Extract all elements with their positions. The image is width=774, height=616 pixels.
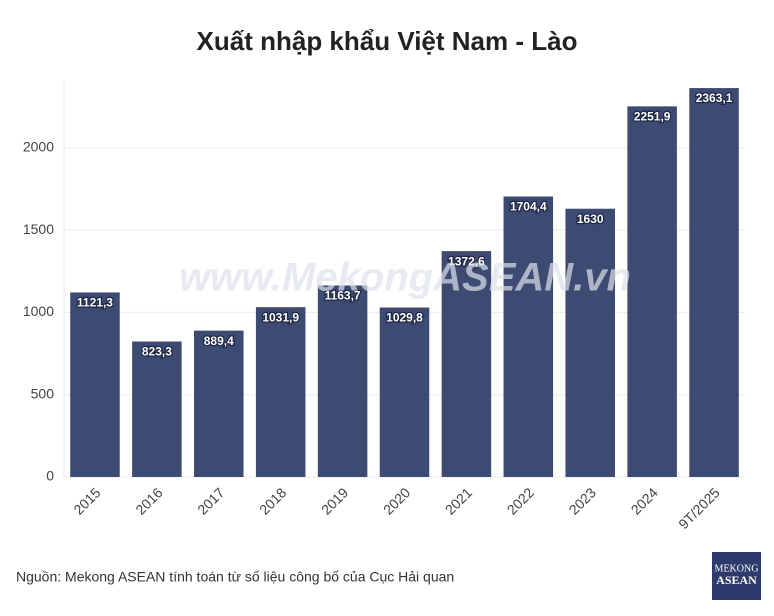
- y-tick-label: 0: [46, 468, 54, 484]
- y-tick-label: 500: [31, 385, 55, 401]
- value-label: 1163,7: [325, 289, 361, 303]
- value-label: 1029,8: [386, 311, 423, 325]
- source-note: Nguồn: Mekong ASEAN tính toán từ số liệu…: [16, 569, 454, 585]
- bar: [441, 251, 492, 477]
- bar: [317, 285, 368, 477]
- value-label: 2251,9: [634, 110, 671, 124]
- bar: [379, 307, 430, 477]
- chart-title: Xuất nhập khẩu Việt Nam - Lào: [197, 26, 578, 56]
- value-label: 823,3: [142, 345, 172, 359]
- bar: [565, 208, 615, 477]
- logo: [712, 552, 761, 600]
- value-label: 1121,3: [77, 296, 113, 310]
- value-label: 1704,4: [510, 200, 547, 214]
- value-label: 1031,9: [262, 310, 299, 324]
- y-tick-label: 1500: [23, 221, 54, 237]
- bar: [194, 330, 244, 477]
- value-label: 2363,1: [696, 91, 733, 105]
- bar: [689, 88, 739, 478]
- bar: [503, 196, 554, 477]
- bar: [70, 292, 120, 477]
- bar: [132, 341, 182, 477]
- value-label: 889,4: [204, 334, 234, 348]
- value-label: 1630: [577, 212, 604, 226]
- plot: 050010001500200020151121,32016823,320178…: [23, 88, 745, 532]
- logo-text: ASEAN: [716, 573, 757, 587]
- y-tick-label: 1000: [23, 303, 54, 319]
- value-label: 1372,6: [448, 254, 485, 268]
- bar: [255, 307, 306, 477]
- bar: [627, 106, 677, 478]
- watermark: www.MekongASEAN.vn: [179, 256, 631, 300]
- logo-text: MEKONG: [715, 563, 759, 574]
- y-tick-label: 2000: [23, 139, 54, 155]
